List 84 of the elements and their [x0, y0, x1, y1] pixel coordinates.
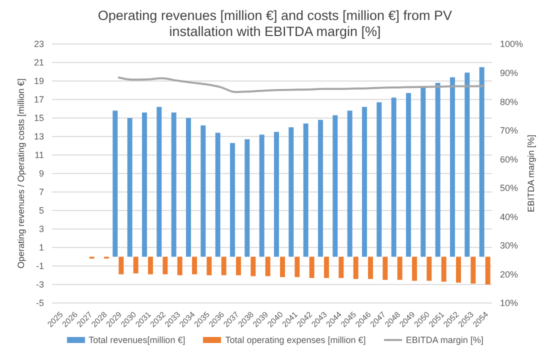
- bar: [376, 102, 382, 257]
- bar: [177, 256, 182, 276]
- y-tick-label: -3: [36, 280, 44, 290]
- y-tick-label: 3: [38, 224, 44, 234]
- bar: [456, 256, 461, 283]
- bar: [221, 256, 226, 276]
- y-tick-label: 9: [38, 168, 44, 179]
- y2-tick-label: 20%: [500, 269, 518, 280]
- bar: [265, 256, 270, 276]
- bar: [148, 256, 153, 274]
- bar: [406, 93, 411, 257]
- y-tick-label: 1: [38, 242, 44, 253]
- bar: [192, 256, 197, 274]
- bar: [133, 256, 138, 274]
- bar: [318, 120, 323, 257]
- y-tick-label: -5: [36, 298, 44, 308]
- legend-label: Total operating expenses [million €]: [225, 335, 366, 345]
- bar: [303, 124, 308, 257]
- bar: [156, 106, 162, 257]
- bar: [186, 118, 191, 257]
- legend-label: EBITDA margin [%]: [406, 335, 484, 345]
- legend-label: Total revenues[million €]: [88, 335, 186, 345]
- bar: [274, 132, 279, 257]
- y2-axis-title: EBITDA margin [%]: [526, 134, 536, 212]
- bar: [206, 256, 212, 276]
- y2-tick-label: 100%: [500, 39, 524, 50]
- y2-tick-label: 90%: [500, 68, 518, 78]
- bar: [397, 256, 402, 280]
- bar: [441, 256, 446, 282]
- bar: [338, 256, 344, 278]
- y-tick-label: 13: [34, 132, 44, 142]
- bar: [171, 112, 176, 257]
- bar: [353, 256, 358, 279]
- y2-tick-label: 70%: [500, 126, 518, 136]
- bar: [215, 132, 220, 257]
- y-tick-label: 5: [38, 206, 44, 216]
- bar: [362, 106, 367, 257]
- y2-tick-label: 50%: [500, 183, 518, 194]
- bar: [426, 256, 432, 281]
- bar: [412, 256, 417, 281]
- bar: [309, 256, 314, 278]
- bar: [332, 115, 338, 257]
- bar: [382, 256, 388, 280]
- bar: [368, 256, 373, 279]
- line-series: [117, 76, 486, 94]
- bar: [112, 110, 118, 257]
- bar: [470, 256, 476, 284]
- bar: [118, 256, 124, 274]
- y-tick-label: 17: [34, 94, 44, 105]
- bar: [324, 256, 329, 278]
- bar: [280, 256, 285, 278]
- bar: [250, 256, 256, 276]
- y-tick-label: 11: [34, 150, 44, 160]
- bar: [127, 118, 132, 257]
- y2-tick-label: 40%: [500, 212, 518, 222]
- y2-tick-label: 80%: [500, 96, 518, 107]
- bar: [479, 67, 484, 257]
- y-axis-title: Operating revenues / Operating costs [million €]: [16, 78, 26, 269]
- y-tick-label: 7: [38, 187, 44, 198]
- bar: [347, 110, 352, 257]
- bar: [294, 256, 300, 278]
- bar: [450, 77, 455, 257]
- bar: [259, 134, 264, 257]
- bar: [391, 98, 396, 257]
- bar: [485, 256, 490, 284]
- bar: [464, 72, 470, 257]
- bar: [200, 125, 206, 257]
- bar: [435, 82, 440, 257]
- bar: [244, 139, 250, 257]
- bar: [420, 87, 426, 257]
- bar: [230, 142, 235, 257]
- y2-tick-label: 60%: [500, 154, 518, 164]
- y-tick-label: 21: [34, 58, 44, 68]
- chart-title: Operating revenues [million €] and costs [million €] from PV installation with EBITDA margin [%]: [96, 8, 454, 40]
- y2-tick-label: 30%: [500, 240, 518, 251]
- y-tick-label: -1: [36, 261, 44, 272]
- bar: [142, 112, 147, 257]
- bar: [288, 127, 294, 257]
- bar: [162, 256, 168, 274]
- y-tick-label: 19: [34, 76, 44, 86]
- y-tick-label: 23: [34, 39, 44, 50]
- y-tick-label: 15: [34, 113, 44, 124]
- bar: [236, 256, 241, 276]
- y2-tick-label: 10%: [500, 298, 518, 308]
